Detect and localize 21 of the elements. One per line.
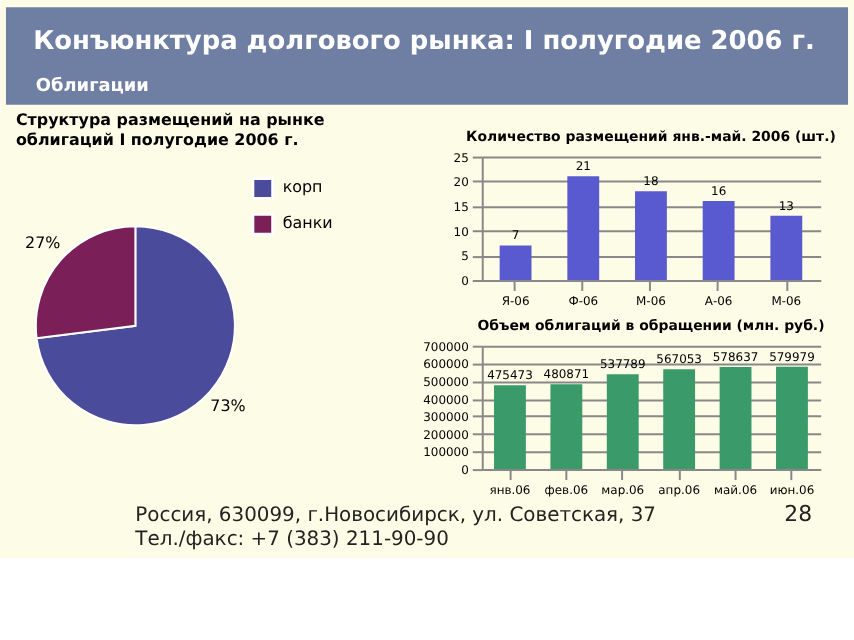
text: Облигации	[35, 74, 149, 97]
bar	[567, 176, 600, 280]
data-label: 27%	[25, 234, 62, 253]
bar	[663, 369, 696, 470]
text: Конъюнктура долгового рынка: I полугодие 2006 г.	[33, 27, 815, 58]
bar	[776, 366, 808, 470]
bar	[719, 367, 752, 470]
text: Россия, 630099, г.Новосибирск, ул. Советская, 37	[135, 504, 656, 527]
text: 28	[784, 500, 813, 527]
bar	[770, 215, 803, 280]
bar	[635, 191, 667, 280]
bar	[499, 245, 532, 280]
text: Тел./факс: +7 (383) 211-90-90	[133, 528, 449, 551]
bar	[702, 201, 735, 280]
legend-label: корп	[282, 178, 323, 197]
legend-label: банки	[282, 214, 333, 233]
bar	[606, 374, 639, 470]
bar	[550, 384, 583, 470]
bar	[494, 385, 526, 470]
chart-title: Структура размещений на рынке облигаций I полугодие 2006 г.	[15, 110, 326, 149]
data-label: 73%	[210, 397, 247, 416]
